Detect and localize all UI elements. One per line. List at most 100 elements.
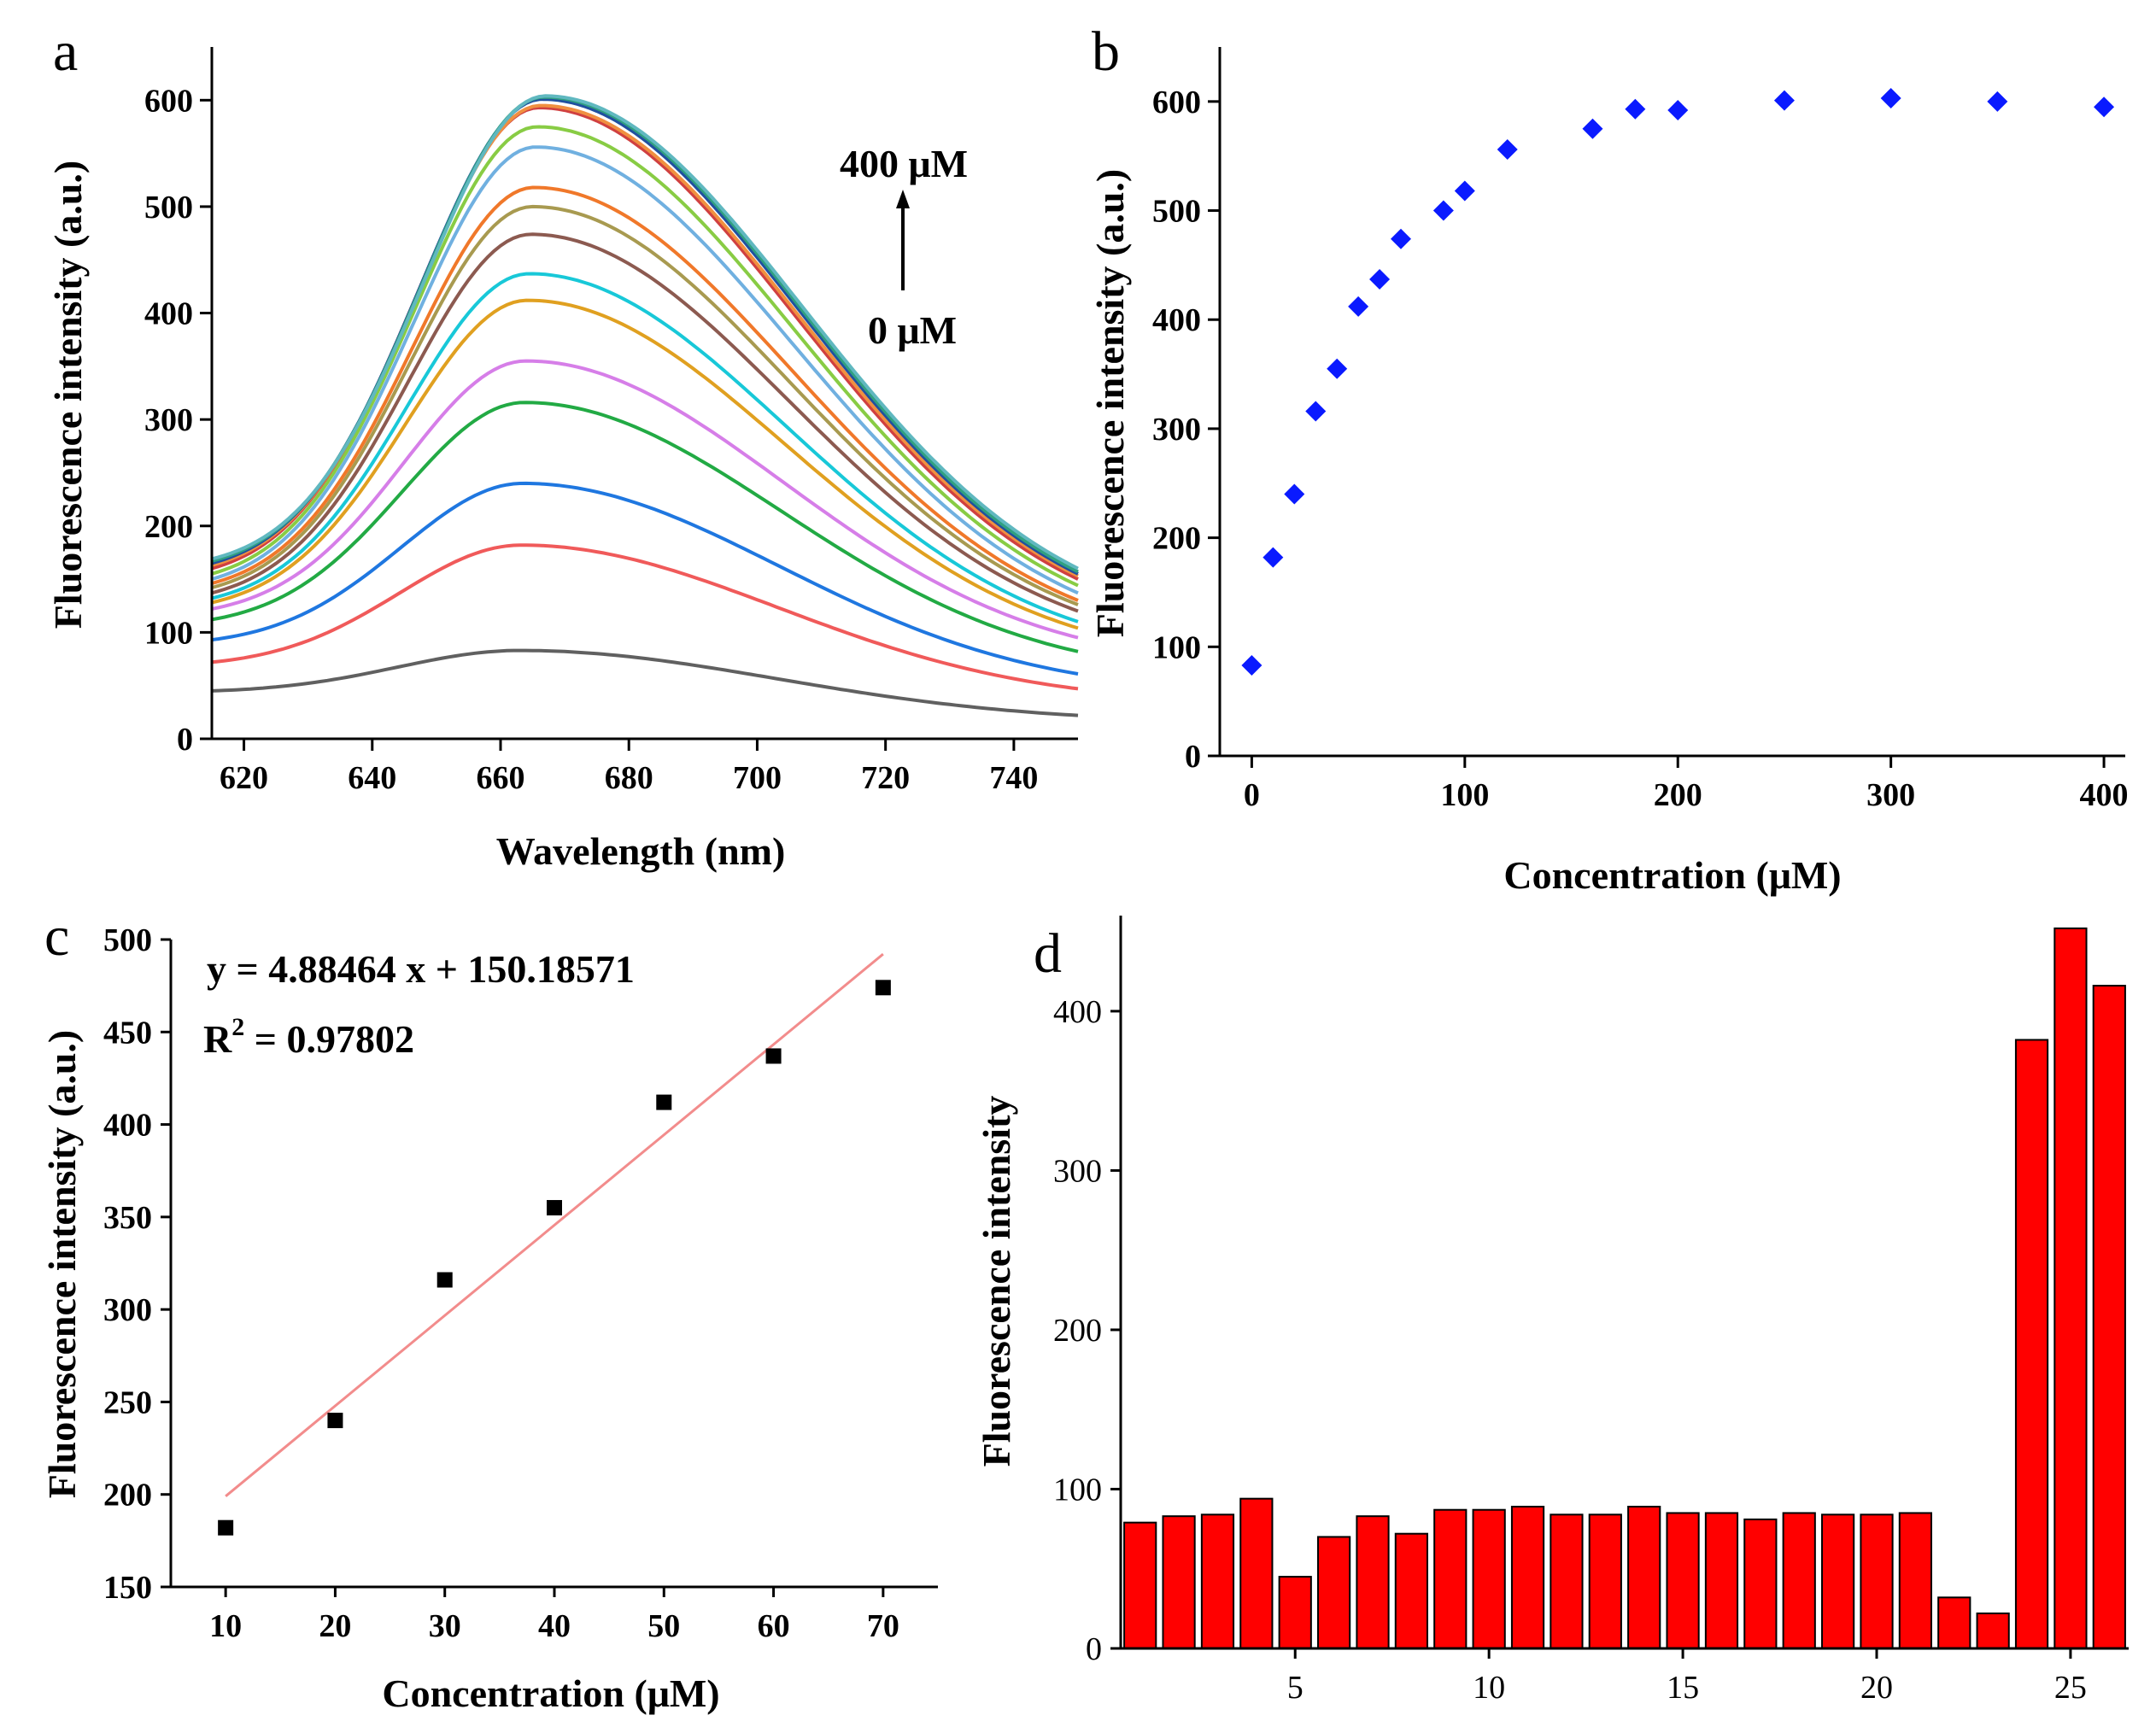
panel-d-bar-24 — [2053, 927, 2088, 1649]
panel-c-r2-prefix: R — [203, 1017, 232, 1061]
panel-c-y-label: Fluorescence intensity (a.u.) — [40, 1030, 84, 1499]
panel-a-series-8 — [211, 204, 1079, 606]
panel-a-series-5 — [211, 298, 1079, 630]
panel-d-bar-12 — [1588, 1513, 1622, 1650]
panel-c-y-tick-label-6: 450 — [103, 1015, 152, 1051]
panel-c-letter: c — [44, 905, 69, 968]
panel-b-point-15 — [1880, 88, 1901, 109]
panel-b-point-10 — [1497, 139, 1518, 161]
panel-c-point-1 — [327, 1413, 343, 1429]
panel-d-bar-17 — [1782, 1512, 1816, 1650]
panel-d-x-tick-label-4: 25 — [2054, 1670, 2087, 1706]
panel-a-series-2 — [211, 481, 1079, 676]
panel-b-point-9 — [1454, 180, 1475, 202]
panel-a-series-11 — [211, 125, 1079, 588]
panel-a-y-ticks: 0 100 200 300 400 500 600 — [144, 83, 212, 758]
panel-d-bar-2 — [1200, 1513, 1235, 1650]
panel-d-y-tick-label-4: 400 — [1053, 994, 1102, 1030]
panel-c-point-3 — [547, 1200, 562, 1216]
panel-b-points — [1241, 88, 2115, 676]
panel-a-x-label: Wavelength (nm) — [496, 829, 786, 873]
panel-b-axes — [1218, 47, 2125, 758]
panel-b-letter: b — [1092, 20, 1120, 83]
panel-a-x-ticks: 620 640 660 680 700 720 740 — [220, 739, 1038, 796]
panel-d-bar-22 — [1976, 1612, 2010, 1649]
panel-b-y-tick-label-5: 500 — [1152, 194, 1201, 230]
panel-b-point-16 — [1987, 91, 2008, 112]
panel-a-annotation-bottom: 0 μM — [868, 308, 957, 352]
panel-d-bar-14 — [1666, 1512, 1700, 1650]
panel-c-x-tick-label-5: 60 — [758, 1608, 790, 1644]
panel-b-point-2 — [1284, 483, 1305, 505]
panel-b-y-tick-label-6: 600 — [1152, 85, 1201, 120]
panel-d-bar-7 — [1394, 1532, 1428, 1649]
panel-c-y-tick-label-2: 250 — [103, 1385, 152, 1420]
panel-d-bar-8 — [1433, 1508, 1468, 1649]
panel-c-x-ticks: 10 20 30 40 50 60 70 — [209, 1587, 899, 1644]
panel-c-points — [218, 980, 891, 1536]
panel-a-series-9 — [211, 185, 1079, 602]
panel-b-x-tick-label-3: 300 — [1866, 777, 1915, 813]
panel-c-point-6 — [875, 980, 891, 996]
panel-d-x-tick-label-1: 10 — [1473, 1670, 1505, 1706]
panel-b-x-ticks: 0 100 200 300 400 — [1244, 756, 2129, 813]
panel-c-point-2 — [436, 1272, 453, 1288]
panel-b-point-11 — [1582, 118, 1603, 139]
panel-b-y-tick-label-4: 400 — [1152, 302, 1201, 338]
panel-d-bar-11 — [1550, 1513, 1584, 1650]
panel-d-bar-1 — [1162, 1515, 1196, 1650]
panel-c-r2: R2 = 0.97802 — [203, 1013, 414, 1061]
panel-a-series-6 — [211, 272, 1079, 623]
panel-d-x-tick-label-0: 5 — [1287, 1670, 1304, 1706]
panel-a-series-4 — [211, 359, 1079, 640]
panel-d-bar-15 — [1704, 1512, 1739, 1650]
panel-d-bar-19 — [1860, 1513, 1894, 1650]
panel-c-y-tick-label-3: 300 — [103, 1292, 152, 1328]
panel-b-x-tick-label-2: 200 — [1654, 777, 1702, 813]
panel-d-y-tick-label-3: 300 — [1053, 1153, 1102, 1189]
panel-b-x-tick-label-4: 400 — [2080, 777, 2129, 813]
panel-d-bar-18 — [1821, 1513, 1855, 1650]
panel-d-y-ticks: 0 100 200 300 400 — [1053, 994, 1121, 1667]
panel-b-y-tick-label-2: 200 — [1152, 521, 1201, 557]
panel-b-point-6 — [1369, 268, 1391, 290]
panel-a-x-tick-label-6: 740 — [989, 760, 1038, 796]
panel-b-x-label: Concentration (μM) — [1503, 853, 1841, 897]
panel-c-y-tick-label-7: 500 — [103, 922, 152, 958]
panel-c-x-tick-label-0: 10 — [209, 1608, 242, 1644]
panel-b-point-14 — [1773, 90, 1795, 111]
panel-a-curves — [211, 94, 1079, 717]
panel-d-bar-10 — [1510, 1505, 1545, 1649]
panel-c-y-tick-label-5: 400 — [103, 1108, 152, 1144]
panel-c-x-tick-label-3: 40 — [538, 1608, 571, 1644]
panel-a-x-tick-label-2: 660 — [477, 760, 525, 796]
panel-a-y-tick-label-0: 0 — [177, 722, 193, 758]
panel-c-r2-value: = 0.97802 — [244, 1017, 414, 1061]
panel-b-y-ticks: 0 100 200 300 400 500 600 — [1152, 85, 1220, 775]
panel-d-y-tick-label-0: 0 — [1086, 1631, 1102, 1667]
panel-c-point-4 — [656, 1094, 672, 1110]
panel-d-bar-23 — [2014, 1039, 2049, 1649]
panel-a-y-tick-label-1: 100 — [144, 615, 193, 651]
panel-d-y-label: Fluorescence intensity — [975, 1096, 1018, 1467]
panel-a: a 620 640 660 680 700 720 740 0 100 200 300 400 500… — [46, 20, 1079, 873]
panel-d-letter: d — [1034, 922, 1062, 985]
panel-a-y-tick-label-2: 200 — [144, 509, 193, 545]
panel-c-x-tick-label-1: 20 — [319, 1608, 351, 1644]
panel-b-y-label: Fluorescence intensity (a.u.) — [1088, 169, 1132, 638]
panel-b-y-tick-label-1: 100 — [1152, 629, 1201, 665]
panel-b-y-tick-label-0: 0 — [1185, 739, 1201, 775]
panel-b-point-0 — [1241, 655, 1263, 676]
panel-a-y-tick-label-4: 400 — [144, 296, 193, 332]
panel-a-x-tick-label-4: 700 — [733, 760, 782, 796]
panel-a-series-3 — [211, 401, 1079, 653]
panel-b-point-12 — [1625, 98, 1646, 120]
panel-c-x-tick-label-4: 50 — [647, 1608, 680, 1644]
panel-d-bar-9 — [1472, 1508, 1506, 1649]
panel-d: d 5 10 15 20 25 0 100 200 300 400 Fluorescence i… — [975, 916, 2129, 1706]
panel-a-series-7 — [211, 232, 1079, 613]
panel-a-series-0 — [211, 648, 1079, 717]
panel-c-equation: y = 4.88464 x + 150.18571 — [207, 947, 635, 991]
panel-d-bar-20 — [1898, 1512, 1932, 1650]
